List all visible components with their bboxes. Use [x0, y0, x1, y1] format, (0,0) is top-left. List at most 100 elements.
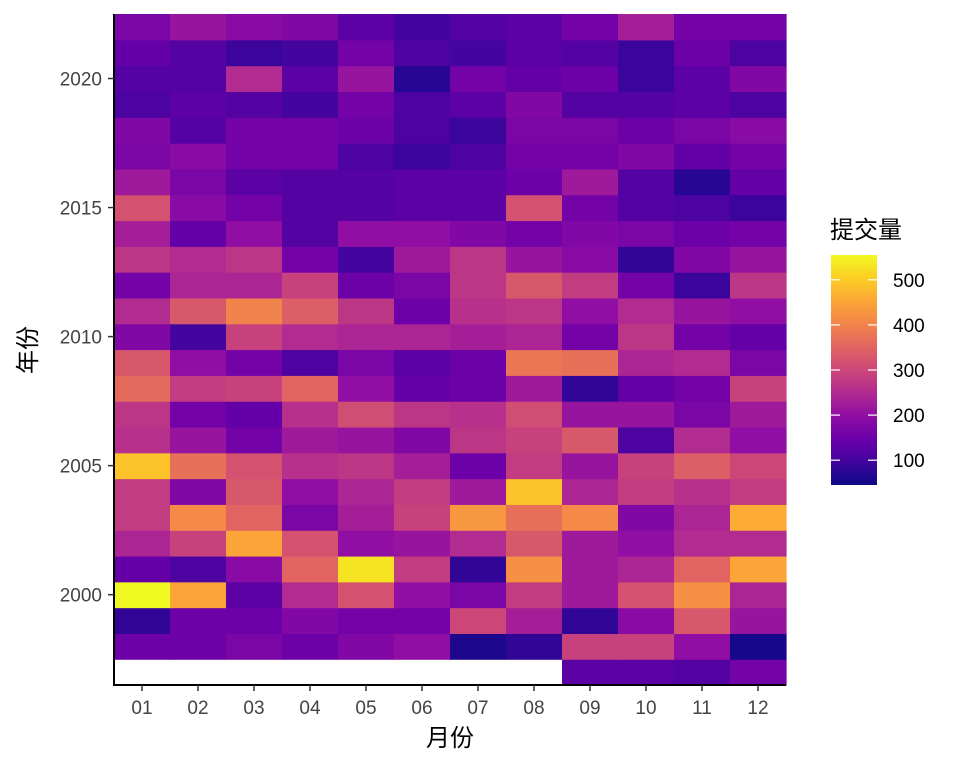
- heatmap-cell: [338, 220, 395, 247]
- heatmap-cell: [226, 349, 283, 376]
- heatmap-cell: [394, 530, 451, 557]
- heatmap-cell: [674, 555, 731, 583]
- heatmap-cell: [170, 39, 227, 67]
- heatmap-cell: [282, 581, 339, 609]
- heatmap-cell: [730, 220, 787, 247]
- heatmap-cell: [562, 297, 619, 325]
- y-axis-ticks: 2000 2005 2010 2015 2020: [60, 70, 114, 607]
- heatmap-cell: [226, 323, 283, 351]
- heatmap-cell: [506, 478, 563, 505]
- heatmap-cell: [394, 194, 451, 222]
- heatmap-cell: [730, 39, 787, 67]
- heatmap-cell: [338, 246, 395, 273]
- heatmap-cell: [338, 452, 395, 480]
- heatmap-cell: [282, 401, 339, 428]
- heatmap-cell: [338, 272, 395, 299]
- heatmap-cell: [730, 91, 787, 118]
- x-tick-label: 12: [747, 698, 768, 719]
- heatmap-cell: [730, 272, 787, 299]
- heatmap-cell: [114, 220, 171, 247]
- heatmap-cell: [674, 530, 731, 557]
- heatmap-cell: [506, 194, 563, 222]
- heatmap-cell: [618, 452, 675, 480]
- heatmap-cell: [506, 530, 563, 557]
- heatmap-cell: [562, 349, 619, 376]
- heatmap-cell: [338, 168, 395, 196]
- x-tick-label: 02: [187, 698, 208, 719]
- heatmap-cell: [170, 504, 227, 531]
- heatmap-cell: [394, 349, 451, 376]
- heatmap-cell: [506, 272, 563, 299]
- heatmap-cell: [394, 220, 451, 247]
- heatmap-cell: [282, 349, 339, 376]
- heatmap-cell: [506, 220, 563, 247]
- heatmap-cell: [674, 65, 731, 93]
- x-tick-label: 10: [635, 698, 656, 719]
- heatmap-cell: [506, 426, 563, 454]
- heatmap-cell: [394, 555, 451, 583]
- axes: [113, 14, 786, 686]
- heatmap-cell: [282, 91, 339, 118]
- heatmap-cell: [170, 117, 227, 144]
- heatmap-cell: [450, 246, 507, 273]
- heatmap-cell: [114, 581, 171, 609]
- heatmap-cell: [226, 581, 283, 609]
- heatmap-cell: [338, 14, 395, 41]
- heatmap-cell: [506, 555, 563, 583]
- heatmap-cell: [618, 375, 675, 402]
- heatmap-cell: [114, 39, 171, 67]
- heatmap-cell: [450, 401, 507, 428]
- heatmap-cell: [730, 349, 787, 376]
- heatmap-cell: [450, 581, 507, 609]
- heatmap-cell: [226, 272, 283, 299]
- heatmap-cell: [674, 39, 731, 67]
- heatmap-cell: [170, 297, 227, 325]
- heatmap-cell: [170, 272, 227, 299]
- heatmap-cell: [114, 297, 171, 325]
- heatmap-cell: [394, 323, 451, 351]
- heatmap-cell: [450, 607, 507, 634]
- heatmap-cell: [170, 143, 227, 170]
- heatmap-cell: [618, 401, 675, 428]
- heatmap-cell: [674, 14, 731, 41]
- heatmap-cell: [394, 143, 451, 170]
- heatmap-cell: [506, 452, 563, 480]
- heatmap-cell: [226, 117, 283, 144]
- heatmap-cell: [114, 91, 171, 118]
- heatmap-cell: [618, 426, 675, 454]
- heatmap-cell: [114, 375, 171, 402]
- heatmap-cell: [730, 530, 787, 557]
- heatmap-cell: [114, 14, 171, 41]
- heatmap-cell: [450, 478, 507, 505]
- heatmap-cell: [674, 323, 731, 351]
- heatmap-cell: [114, 143, 171, 170]
- heatmap-cell: [394, 91, 451, 118]
- heatmap-cell: [618, 117, 675, 144]
- heatmap-cell: [562, 530, 619, 557]
- heatmap-cell: [506, 633, 563, 660]
- heatmap-cell: [338, 297, 395, 325]
- heatmap-cell: [674, 452, 731, 480]
- heatmap-cell: [674, 297, 731, 325]
- heatmap-cells: [114, 14, 787, 686]
- y-tick-label: 2015: [60, 199, 102, 220]
- heatmap-cell: [394, 633, 451, 660]
- heatmap-cell: [450, 452, 507, 480]
- heatmap-cell: [450, 14, 507, 41]
- heatmap-cell: [114, 168, 171, 196]
- heatmap-cell: [170, 65, 227, 93]
- heatmap-cell: [114, 555, 171, 583]
- heatmap-cell: [450, 349, 507, 376]
- heatmap-cell: [674, 168, 731, 196]
- heatmap-cell: [506, 349, 563, 376]
- heatmap-cell: [114, 117, 171, 144]
- heatmap-cell: [226, 14, 283, 41]
- heatmap-cell: [226, 375, 283, 402]
- heatmap-cell: [394, 168, 451, 196]
- heatmap-cell: [338, 91, 395, 118]
- legend-tick-label: 200: [893, 406, 925, 427]
- x-tick-label: 07: [467, 698, 488, 719]
- heatmap-cell: [618, 39, 675, 67]
- heatmap-cell: [730, 168, 787, 196]
